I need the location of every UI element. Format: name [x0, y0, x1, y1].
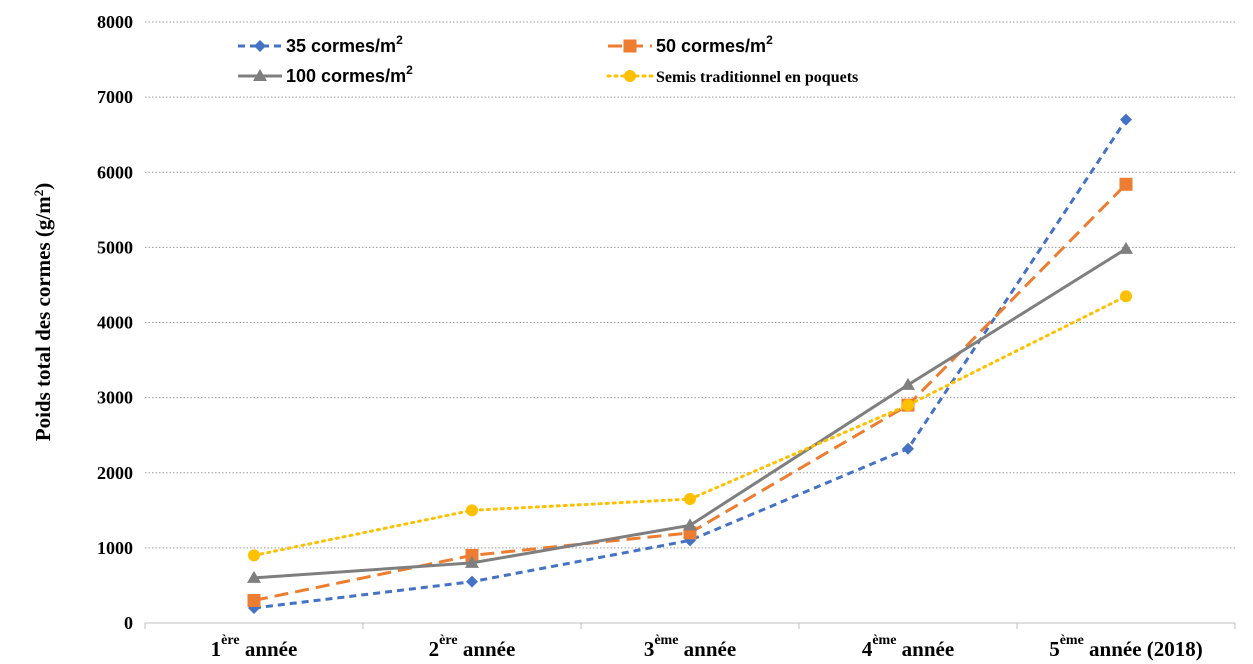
data-point: [902, 399, 914, 412]
legend-item-3: 100 cormes/m2: [238, 63, 413, 86]
x-tick-labels: 1ère année 2ère année 3ème année 4ème année…: [211, 633, 1203, 661]
y-tick-label: 8000: [97, 12, 133, 32]
legend-item-4: Semis traditionnel en poquets: [606, 69, 858, 86]
data-point: [466, 575, 478, 588]
y-axis-title-unit-sup: 2: [31, 190, 46, 197]
legend-label: 50 cormes/m2: [656, 33, 773, 56]
legend-marker: [253, 69, 267, 81]
gridlines: [145, 21, 1235, 549]
legend-item-2: 50 cormes/m2: [608, 33, 773, 56]
data-point: [684, 493, 696, 506]
x-tick-label: 1ère année: [211, 633, 298, 661]
x-tick-label: 3ème année: [644, 633, 736, 661]
y-tick-label: 2000: [97, 463, 133, 483]
data-point: [1120, 290, 1132, 303]
y-tick-label: 0: [124, 613, 133, 633]
data-point: [247, 570, 261, 583]
data-point: [683, 518, 697, 531]
x-tick-label: 4ème année: [862, 633, 954, 661]
y-tick-label: 7000: [97, 87, 133, 107]
y-tick-label: 1000: [97, 538, 133, 558]
legend: 35 cormes/m2 50 cormes/m2 100 cormes/m2 Sem…: [238, 33, 858, 86]
y-tick-label: 4000: [97, 313, 133, 333]
series-group: [247, 113, 1133, 614]
axes: [144, 622, 1236, 629]
y-tick-labels: 0 1000 2000 3000 4000 5000 6000 7000 8000: [97, 12, 133, 633]
y-tick-label: 3000: [97, 388, 133, 408]
data-point: [465, 555, 479, 568]
legend-marker: [254, 40, 266, 52]
series-line: [252, 294, 1128, 557]
y-axis-title-unit: (g/m: [31, 196, 55, 237]
y-axis-title-text: Poids total des cormes: [31, 242, 55, 441]
legend-item-1: 35 cormes/m2: [238, 33, 403, 56]
x-tick-label: 5ème année (2018): [1049, 633, 1203, 661]
data-point: [465, 548, 479, 562]
x-tick-label: 2ère année: [429, 633, 516, 661]
data-point: [901, 377, 915, 390]
legend-label: 35 cormes/m2: [286, 33, 403, 56]
legend-label: Semis traditionnel en poquets: [656, 69, 858, 86]
data-point: [247, 593, 261, 607]
data-point: [902, 442, 914, 455]
data-point: [1119, 177, 1133, 191]
data-point: [248, 549, 260, 562]
series-3: [247, 241, 1133, 583]
y-axis-title-unit-close: ): [31, 183, 55, 190]
data-point: [1120, 113, 1132, 126]
y-axis-title: Poids total des cormes (g/m2): [31, 183, 56, 441]
legend-marker: [623, 39, 637, 53]
legend-label: 100 cormes/m2: [286, 63, 413, 86]
data-point: [466, 504, 478, 517]
legend-marker: [624, 70, 636, 82]
y-tick-label: 6000: [97, 162, 133, 182]
y-tick-label: 5000: [97, 237, 133, 257]
series-4: [248, 290, 1132, 562]
data-point: [1119, 241, 1133, 254]
